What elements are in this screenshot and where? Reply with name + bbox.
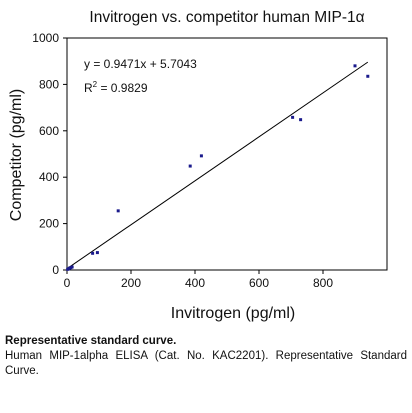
r-squared-exponent: 2 — [93, 80, 98, 89]
y-axis-ticks: 0 200 400 600 800 1000 — [32, 31, 67, 277]
r-squared-symbol: R — [84, 81, 93, 95]
y-tick-label: 400 — [39, 170, 59, 184]
x-tick-label: 400 — [185, 276, 205, 290]
data-point — [70, 265, 74, 269]
x-tick-label: 800 — [313, 276, 333, 290]
y-tick-label: 800 — [39, 77, 59, 91]
data-point — [353, 64, 357, 68]
y-tick-label: 0 — [52, 263, 59, 277]
r-squared-value: = 0.9829 — [97, 81, 148, 95]
r-squared-label: R2 = 0.9829 — [84, 80, 148, 95]
caption-body: Human MIP-1alpha ELISA (Cat. No. KAC2201… — [5, 350, 407, 377]
y-axis-label: Competitor (pg/ml) — [8, 89, 25, 221]
y-tick-label: 200 — [39, 217, 59, 231]
figure-caption: Representative standard curve. Human MIP… — [5, 334, 407, 379]
y-tick-label: 1000 — [32, 31, 59, 45]
x-tick-label: 600 — [249, 276, 269, 290]
trendline — [66, 61, 369, 270]
x-tick-label: 0 — [64, 276, 71, 290]
y-tick-label: 600 — [39, 124, 59, 138]
data-point — [366, 74, 370, 78]
x-axis-label: Invitrogen (pg/ml) — [171, 305, 296, 322]
plot-frame — [66, 37, 388, 271]
x-axis-ticks: 0 200 400 600 800 — [64, 270, 333, 290]
data-point — [91, 251, 95, 255]
scatter-chart: Invitrogen vs. competitor human MIP-1α 0… — [8, 9, 388, 322]
trend-equation: y = 0.9471x + 5.7043 — [84, 57, 197, 71]
data-point — [116, 209, 120, 213]
caption-title: Representative standard curve. — [5, 335, 177, 347]
data-point — [291, 115, 295, 119]
chart-title: Invitrogen vs. competitor human MIP-1α — [89, 9, 364, 26]
data-point — [95, 251, 99, 255]
data-point — [299, 118, 303, 122]
data-point — [199, 154, 203, 158]
x-tick-label: 200 — [121, 276, 141, 290]
data-point — [188, 164, 192, 168]
data-points — [66, 64, 370, 271]
